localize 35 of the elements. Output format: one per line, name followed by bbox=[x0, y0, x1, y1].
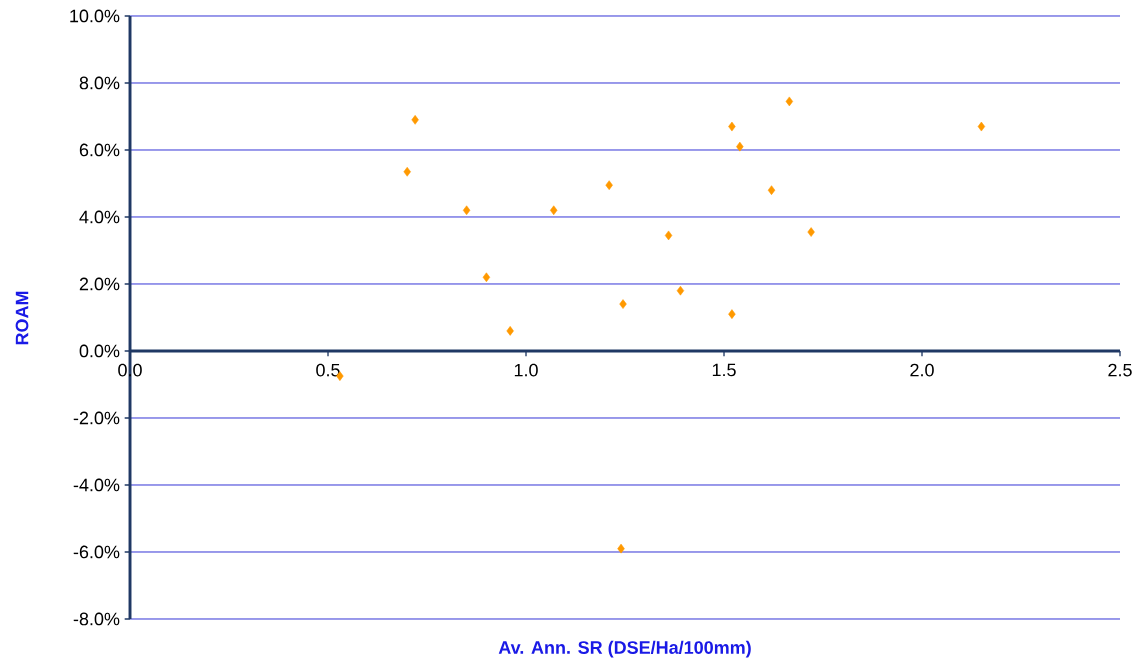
x-tick-label: 0.5 bbox=[316, 363, 340, 377]
point bbox=[736, 141, 744, 152]
point bbox=[619, 299, 627, 309]
point bbox=[403, 166, 411, 177]
x-tick-label: 1.0 bbox=[514, 363, 538, 377]
point bbox=[462, 205, 471, 216]
y-axis-title: ROAM bbox=[15, 291, 29, 345]
point bbox=[728, 121, 736, 132]
point bbox=[807, 227, 815, 237]
point bbox=[411, 115, 419, 125]
x-tick-label: 2.0 bbox=[910, 363, 934, 377]
y-tick-label: -8.0% bbox=[73, 612, 120, 626]
point bbox=[676, 285, 685, 296]
x-tick-label: 2.5 bbox=[1108, 363, 1132, 377]
y-tick-label: -6.0% bbox=[73, 545, 120, 559]
y-tick-label: -4.0% bbox=[73, 478, 120, 492]
y-tick-label: 8.0% bbox=[79, 76, 120, 90]
point bbox=[506, 326, 514, 336]
y-tick-label: 4.0% bbox=[79, 210, 120, 224]
point bbox=[977, 121, 986, 132]
point bbox=[550, 205, 558, 216]
y-tick-label: 10.0% bbox=[70, 9, 120, 23]
y-tick-label: -2.0% bbox=[73, 411, 120, 425]
point bbox=[728, 309, 736, 319]
x-axis-title: Av. Ann. SR (DSE/Ha/100mm) bbox=[498, 640, 751, 658]
point bbox=[617, 543, 625, 554]
y-tick-label: 2.0% bbox=[79, 277, 120, 291]
point bbox=[605, 180, 613, 190]
x-tick-label: 1.5 bbox=[712, 363, 736, 377]
point bbox=[482, 272, 491, 283]
y-tick-label: 0.0% bbox=[79, 344, 120, 358]
point bbox=[664, 230, 673, 241]
point bbox=[785, 96, 794, 107]
y-tick-label: 6.0% bbox=[79, 143, 120, 157]
point bbox=[767, 185, 776, 195]
